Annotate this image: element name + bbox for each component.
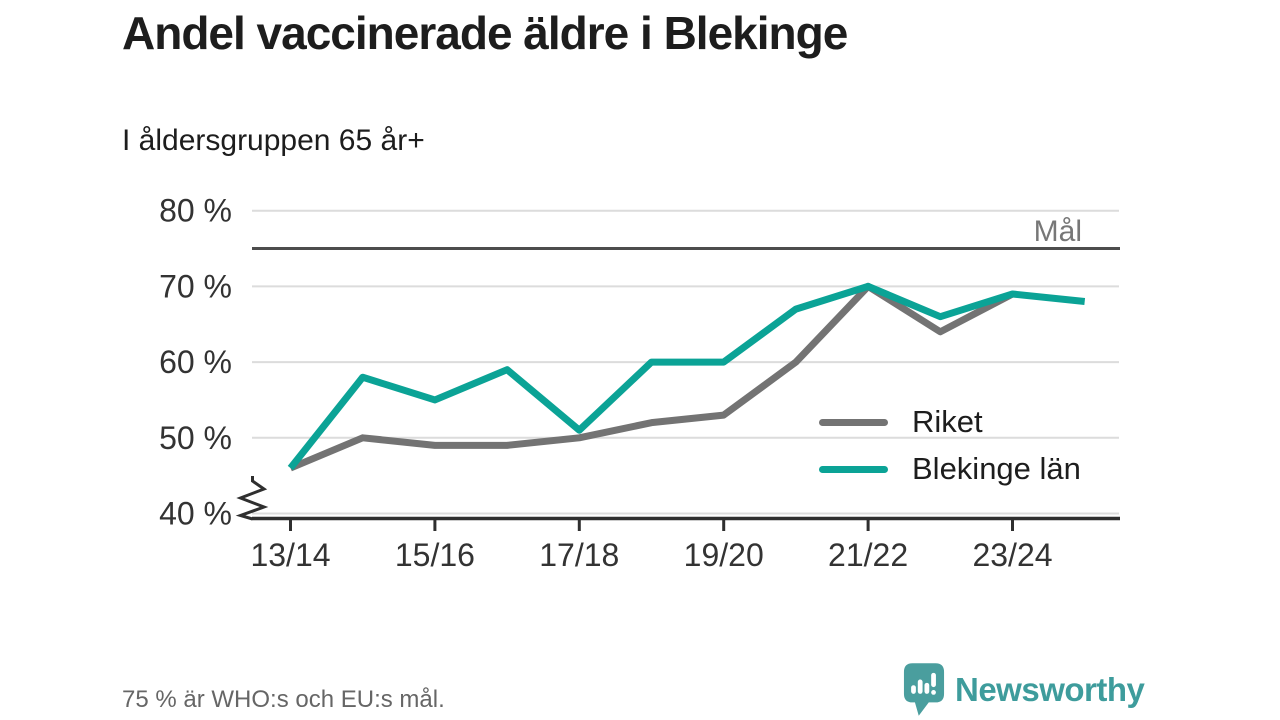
legend-label-blekinge: Blekinge län [912, 451, 1081, 486]
brand-lockup: Newsworthy [903, 662, 1145, 718]
x-tick-label-19-20: 19/20 [684, 537, 764, 573]
x-tick-label-17-18: 17/18 [539, 537, 619, 573]
blekinge-line-swatch [819, 465, 888, 473]
legend-item-riket: Riket [819, 404, 1081, 439]
x-tick-label-15-16: 15/16 [395, 537, 475, 573]
legend-label-riket: Riket [912, 404, 983, 439]
vaccination-line-chart: 40 % 50 % 60 % 70 % 80 % 13/14 15/16 17/18 19/2… [159, 193, 1120, 573]
series-line-blekinge-l-n [287, 282, 1086, 471]
y-tick-label-60: 60 % [159, 344, 232, 380]
x-tick-label-23-24: 23/24 [972, 537, 1052, 573]
y-tick-label-50: 50 % [159, 420, 232, 456]
series-line-riket [289, 282, 1015, 472]
axis-break-icon [235, 476, 269, 521]
riket-line-swatch [819, 418, 888, 426]
footnote: 75 % är WHO:s och EU:s mål. [122, 686, 445, 713]
y-tick-label-80: 80 % [159, 193, 232, 229]
target-line-label: Mål [1034, 215, 1082, 248]
newsworthy-logo-icon [903, 663, 945, 716]
brand-name: Newsworthy [955, 671, 1145, 708]
legend-item-blekinge: Blekinge län [819, 451, 1081, 486]
y-tick-label-40: 40 % [159, 496, 232, 532]
x-tick-label-13-14: 13/14 [250, 537, 330, 573]
x-tick-label-21-22: 21/22 [828, 537, 908, 573]
grid-layer: 40 % 50 % 60 % 70 % 80 % [159, 193, 1119, 532]
series-layer [287, 282, 1086, 472]
page-title: Andel vaccinerade äldre i Blekinge [122, 7, 848, 59]
y-tick-label-70: 70 % [159, 268, 232, 304]
page-subtitle: I åldersgruppen 65 år+ [122, 124, 425, 157]
chart-legend: Riket Blekinge län [819, 404, 1081, 486]
axis-layer: 13/14 15/16 17/18 19/20 21/22 23/24 [250, 516, 1120, 573]
